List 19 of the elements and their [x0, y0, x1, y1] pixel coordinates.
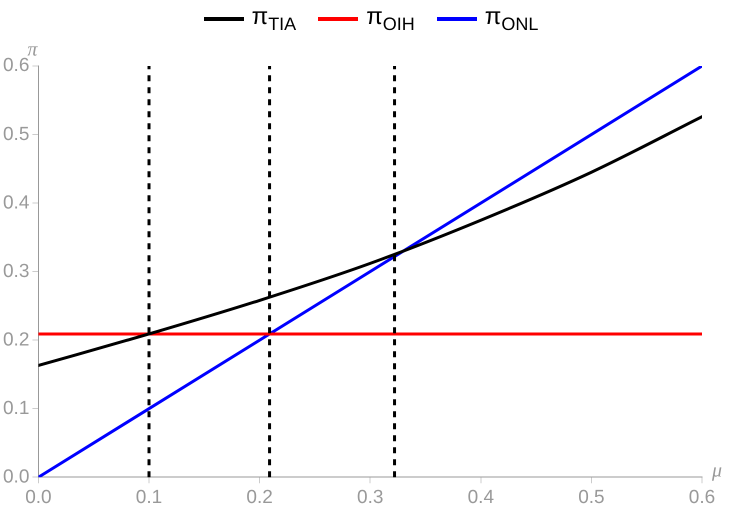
y-tick-label: 0.3 [2, 260, 30, 282]
x-tick-label: 0.4 [468, 486, 494, 508]
y-tick-label: 0.1 [2, 398, 30, 419]
x-tick-label: 0.2 [246, 486, 273, 508]
y-axis-title: π [27, 38, 38, 60]
x-tick-label: 0.3 [356, 486, 384, 508]
y-tick-label: 0.2 [2, 329, 30, 350]
x-tick-label: 0.6 [688, 486, 716, 508]
x-axis-title: μ [711, 459, 722, 482]
legend-label: π$_{TIA}$ [252, 3, 296, 35]
y-tick-label: 0.5 [2, 124, 30, 145]
x-tick-label: 0.1 [136, 486, 162, 508]
legend-label: π$_{OIH}$ [366, 3, 415, 35]
y-tick-label: 0.0 [2, 466, 30, 488]
legend-label: π$_{ONL}$ [484, 3, 538, 35]
x-tick-label: 0.0 [25, 486, 52, 508]
x-tick-label: 0.5 [578, 486, 605, 508]
y-tick-label: 0.4 [2, 192, 30, 214]
y-tick-label: 0.6 [2, 55, 30, 76]
